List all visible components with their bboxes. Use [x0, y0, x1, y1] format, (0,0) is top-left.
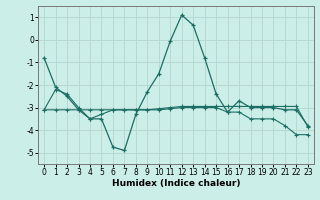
- X-axis label: Humidex (Indice chaleur): Humidex (Indice chaleur): [112, 179, 240, 188]
